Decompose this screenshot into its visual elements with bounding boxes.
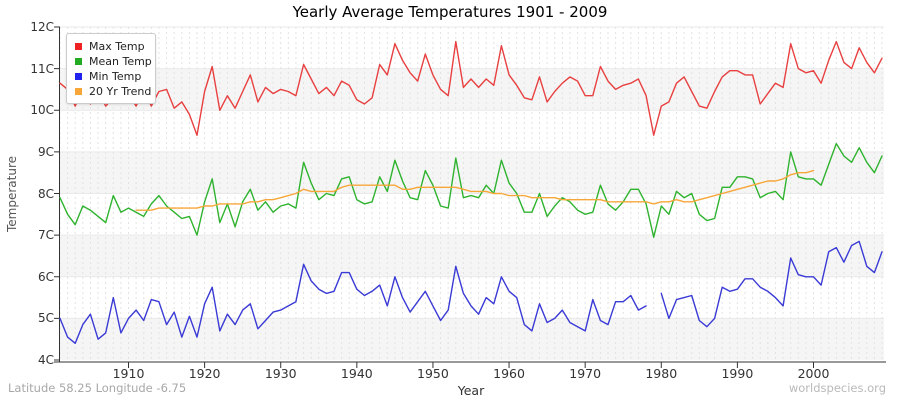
coordinates-caption: Latitude 58.25 Longitude -6.75 (8, 381, 187, 395)
y-tick-label: 6C (37, 269, 54, 284)
series-line-mean-temp (59, 142, 883, 238)
y-tick-label: 11C (30, 61, 54, 76)
chart-title: Yearly Average Temperatures 1901 - 2009 (292, 3, 608, 21)
x-tick-label: 1970 (569, 366, 602, 381)
min-temp-swatch-icon (75, 73, 82, 80)
legend-item-20yr-trend: 20 Yr Trend (73, 84, 152, 99)
legend-label: Max Temp (89, 40, 145, 53)
x-tick-label: 1910 (112, 366, 145, 381)
y-tick-label: 8C (37, 186, 54, 201)
trend-swatch-icon (75, 88, 82, 95)
max-temp-swatch-icon (75, 43, 82, 50)
legend: Max Temp Mean Temp Min Temp 20 Yr Trend (66, 33, 156, 104)
series-line-max-temp (59, 40, 883, 136)
legend-item-mean-temp: Mean Temp (73, 54, 152, 69)
x-tick-label: 1990 (721, 366, 754, 381)
x-axis-title: Year (457, 383, 485, 398)
y-tick-label: 12C (30, 20, 54, 34)
y-tick-label: 5C (37, 311, 54, 326)
x-tick-label: 1950 (417, 366, 449, 381)
x-tick-label: 1980 (645, 366, 678, 381)
watermark: worldspecies.org (788, 381, 886, 395)
mean-temp-swatch-icon (75, 58, 82, 65)
legend-label: Min Temp (89, 70, 142, 83)
y-tick-label: 4C (37, 353, 54, 367)
y-tick-label: 7C (37, 228, 54, 243)
legend-label: Mean Temp (89, 55, 152, 68)
x-tick-label: 1960 (493, 366, 525, 381)
legend-item-max-temp: Max Temp (73, 39, 149, 54)
x-tick-label: 1940 (340, 366, 373, 381)
y-tick-label: 10C (30, 103, 54, 118)
series-line-20-yr-trend (135, 169, 815, 211)
legend-label: 20 Yr Trend (89, 85, 152, 98)
x-tick-label: 1930 (264, 366, 297, 381)
x-tick-label: 1920 (188, 366, 221, 381)
legend-item-min-temp: Min Temp (73, 69, 149, 84)
y-tick-label: 9C (37, 144, 54, 159)
series-line-min-temp (59, 240, 883, 344)
x-tick-label: 2000 (797, 366, 830, 381)
background-band (60, 235, 884, 277)
